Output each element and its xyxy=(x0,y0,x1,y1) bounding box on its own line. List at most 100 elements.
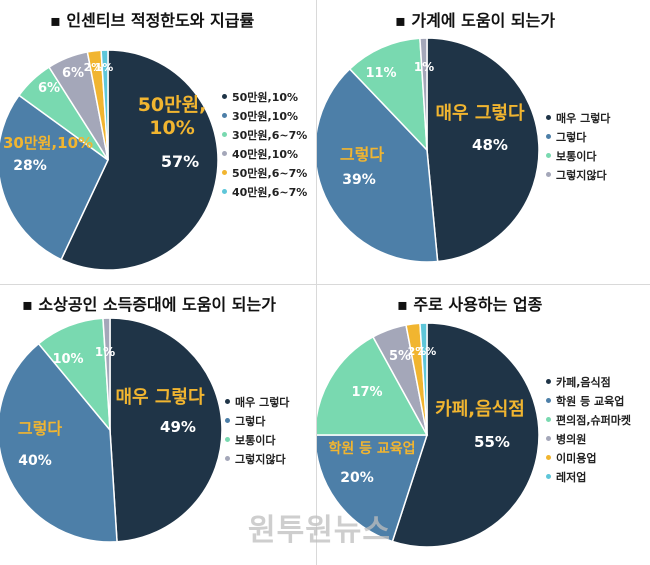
legend-item: 이미용업 xyxy=(546,448,631,467)
legend-item: 레저업 xyxy=(546,467,631,486)
legend-label: 30만원,6~7% xyxy=(232,128,308,142)
legend-item: 보통이다 xyxy=(225,430,289,449)
legend-label: 카페,음식점 xyxy=(556,375,611,389)
legend-label: 40만원,6~7% xyxy=(232,185,308,199)
legend-marker xyxy=(546,379,551,384)
legend-item: 그렇다 xyxy=(225,411,289,430)
pie-slice xyxy=(348,37,428,153)
legend-item: 병의원 xyxy=(546,429,631,448)
chart-title: ▪ 주로 사용하는 업종 xyxy=(397,291,542,315)
legend-item: 40만원,10% xyxy=(222,144,307,163)
pie-slice xyxy=(419,322,428,436)
chart-legend: 50만원,10% 30만원,10% 30만원,6~7% 40만원,10% 50만원,6~… xyxy=(222,87,307,201)
legend-marker xyxy=(546,474,551,479)
legend-marker xyxy=(546,134,551,139)
title-bullet: ▪ xyxy=(22,295,33,314)
title-bullet: ▪ xyxy=(50,11,61,30)
slice-category-callout: 50만원, 10% xyxy=(138,94,207,139)
slice-percent-label: 49% xyxy=(160,418,196,436)
legend-label: 50만원,10% xyxy=(232,90,299,104)
legend-item: 매우 그렇다 xyxy=(225,392,289,411)
legend-label: 병의원 xyxy=(556,432,587,446)
pie-slice xyxy=(102,317,111,431)
slice-category-callout: 그렇다 xyxy=(340,145,384,164)
pie-slice xyxy=(419,37,428,151)
legend-item: 40만원,6~7% xyxy=(222,182,307,201)
legend-marker xyxy=(222,151,227,156)
pie-slice xyxy=(317,335,429,436)
slice-percent-label: 11% xyxy=(365,66,396,81)
legend-label: 편의점,슈퍼마켓 xyxy=(556,413,632,427)
legend-label: 그렇다 xyxy=(235,414,266,428)
title-bullet: ▪ xyxy=(397,295,408,314)
legend-marker xyxy=(222,113,227,118)
chart-legend: 매우 그렇다 그렇다 보통이다 그렇지않다 xyxy=(546,108,610,184)
pie-slice xyxy=(60,49,219,271)
legend-item: 카페,음식점 xyxy=(546,372,631,391)
pie-slice xyxy=(426,37,540,263)
chart-panel-household: ▪ 가계에 도움이 되는가 48% 39% 11% 1% 매우 그렇다 그렇다 매우 그렇… xyxy=(317,0,650,284)
pie-chart: 57%28%6%6% 2%1%50만원, 10%30만원,10% xyxy=(0,49,219,271)
legend-item: 30만원,10% xyxy=(222,106,307,125)
legend-marker xyxy=(546,455,551,460)
slice-category-callout: 매우 그렇다 xyxy=(435,103,525,124)
legend-item: 편의점,슈퍼마켓 xyxy=(546,410,631,429)
slice-category-callout: 카페,음식점 xyxy=(435,399,525,420)
legend-label: 이미용업 xyxy=(556,451,597,465)
slice-percent-label: 2% xyxy=(84,61,103,74)
legend-item: 그렇지않다 xyxy=(225,449,289,468)
legend-marker xyxy=(546,172,551,177)
chart-title: ▪ 가계에 도움이 되는가 xyxy=(395,7,555,31)
legend-marker xyxy=(225,437,230,442)
legend-marker xyxy=(222,170,227,175)
chart-panel-small-business: ▪ 소상공인 소득증대에 도움이 되는가 49% 40% 10% 1% 매우 그렇다 그렇… xyxy=(0,285,316,565)
slice-category-callout: 학원 등 교육업 xyxy=(328,441,415,457)
legend-marker xyxy=(225,418,230,423)
title-bullet: ▪ xyxy=(395,11,406,30)
pie-slice xyxy=(0,342,118,543)
legend-label: 보통이다 xyxy=(235,433,276,447)
slice-category-callout: 30만원,10% xyxy=(3,134,93,152)
pie-slice xyxy=(109,317,223,543)
chart-title: ▪ 소상공인 소득증대에 도움이 되는가 xyxy=(22,291,276,315)
legend-label: 레저업 xyxy=(556,470,587,484)
title-text: 주로 사용하는 업종 xyxy=(413,295,543,314)
legend-label: 매우 그렇다 xyxy=(556,111,611,125)
legend-item: 50만원,10% xyxy=(222,87,307,106)
pie-slice xyxy=(100,49,109,161)
slice-percent-label: 1% xyxy=(418,345,437,358)
legend-marker xyxy=(222,132,227,137)
legend-marker xyxy=(225,399,230,404)
legend-label: 50만원,6~7% xyxy=(232,166,308,180)
slice-category-callout: 그렇다 xyxy=(18,419,62,438)
title-text: 인센티브 적정한도와 지급률 xyxy=(66,11,255,30)
slice-percent-label: 39% xyxy=(342,172,376,188)
slice-percent-label: 2% xyxy=(408,345,427,358)
pie-slice xyxy=(317,434,429,543)
legend-label: 그렇지않다 xyxy=(235,452,286,466)
chart-title: ▪ 인센티브 적정한도와 지급률 xyxy=(50,7,254,31)
slice-percent-label: 1% xyxy=(95,345,115,359)
legend-item: 매우 그렇다 xyxy=(546,108,610,127)
slice-percent-label: 6% xyxy=(38,81,60,96)
legend-label: 매우 그렇다 xyxy=(235,395,290,409)
chart-panel-incentive: ▪ 인센티브 적정한도와 지급률 57% 28% 6% 6% 2% 1% 50만원, 10% 3… xyxy=(0,0,316,284)
legend-marker xyxy=(546,436,551,441)
slice-percent-label: 5% xyxy=(389,349,411,364)
legend-label: 학원 등 교육업 xyxy=(556,394,625,408)
title-text: 가계에 도움이 되는가 xyxy=(411,11,556,30)
chart-panel-industry: ▪ 주로 사용하는 업종 55% 20% 17% 5% 2% 1% 카페,음식점 학원 등 교… xyxy=(317,285,650,565)
panel-divider-vertical xyxy=(316,0,317,565)
slice-percent-label: 20% xyxy=(340,470,374,486)
legend-item: 50만원,6~7% xyxy=(222,163,307,182)
legend-marker xyxy=(222,94,227,99)
slice-percent-label: 1% xyxy=(95,61,114,74)
legend-label: 30만원,10% xyxy=(232,109,299,123)
legend-label: 그렇지않다 xyxy=(556,168,607,182)
panel-divider-horizontal xyxy=(0,284,650,285)
slice-percent-label: 6% xyxy=(62,66,84,81)
